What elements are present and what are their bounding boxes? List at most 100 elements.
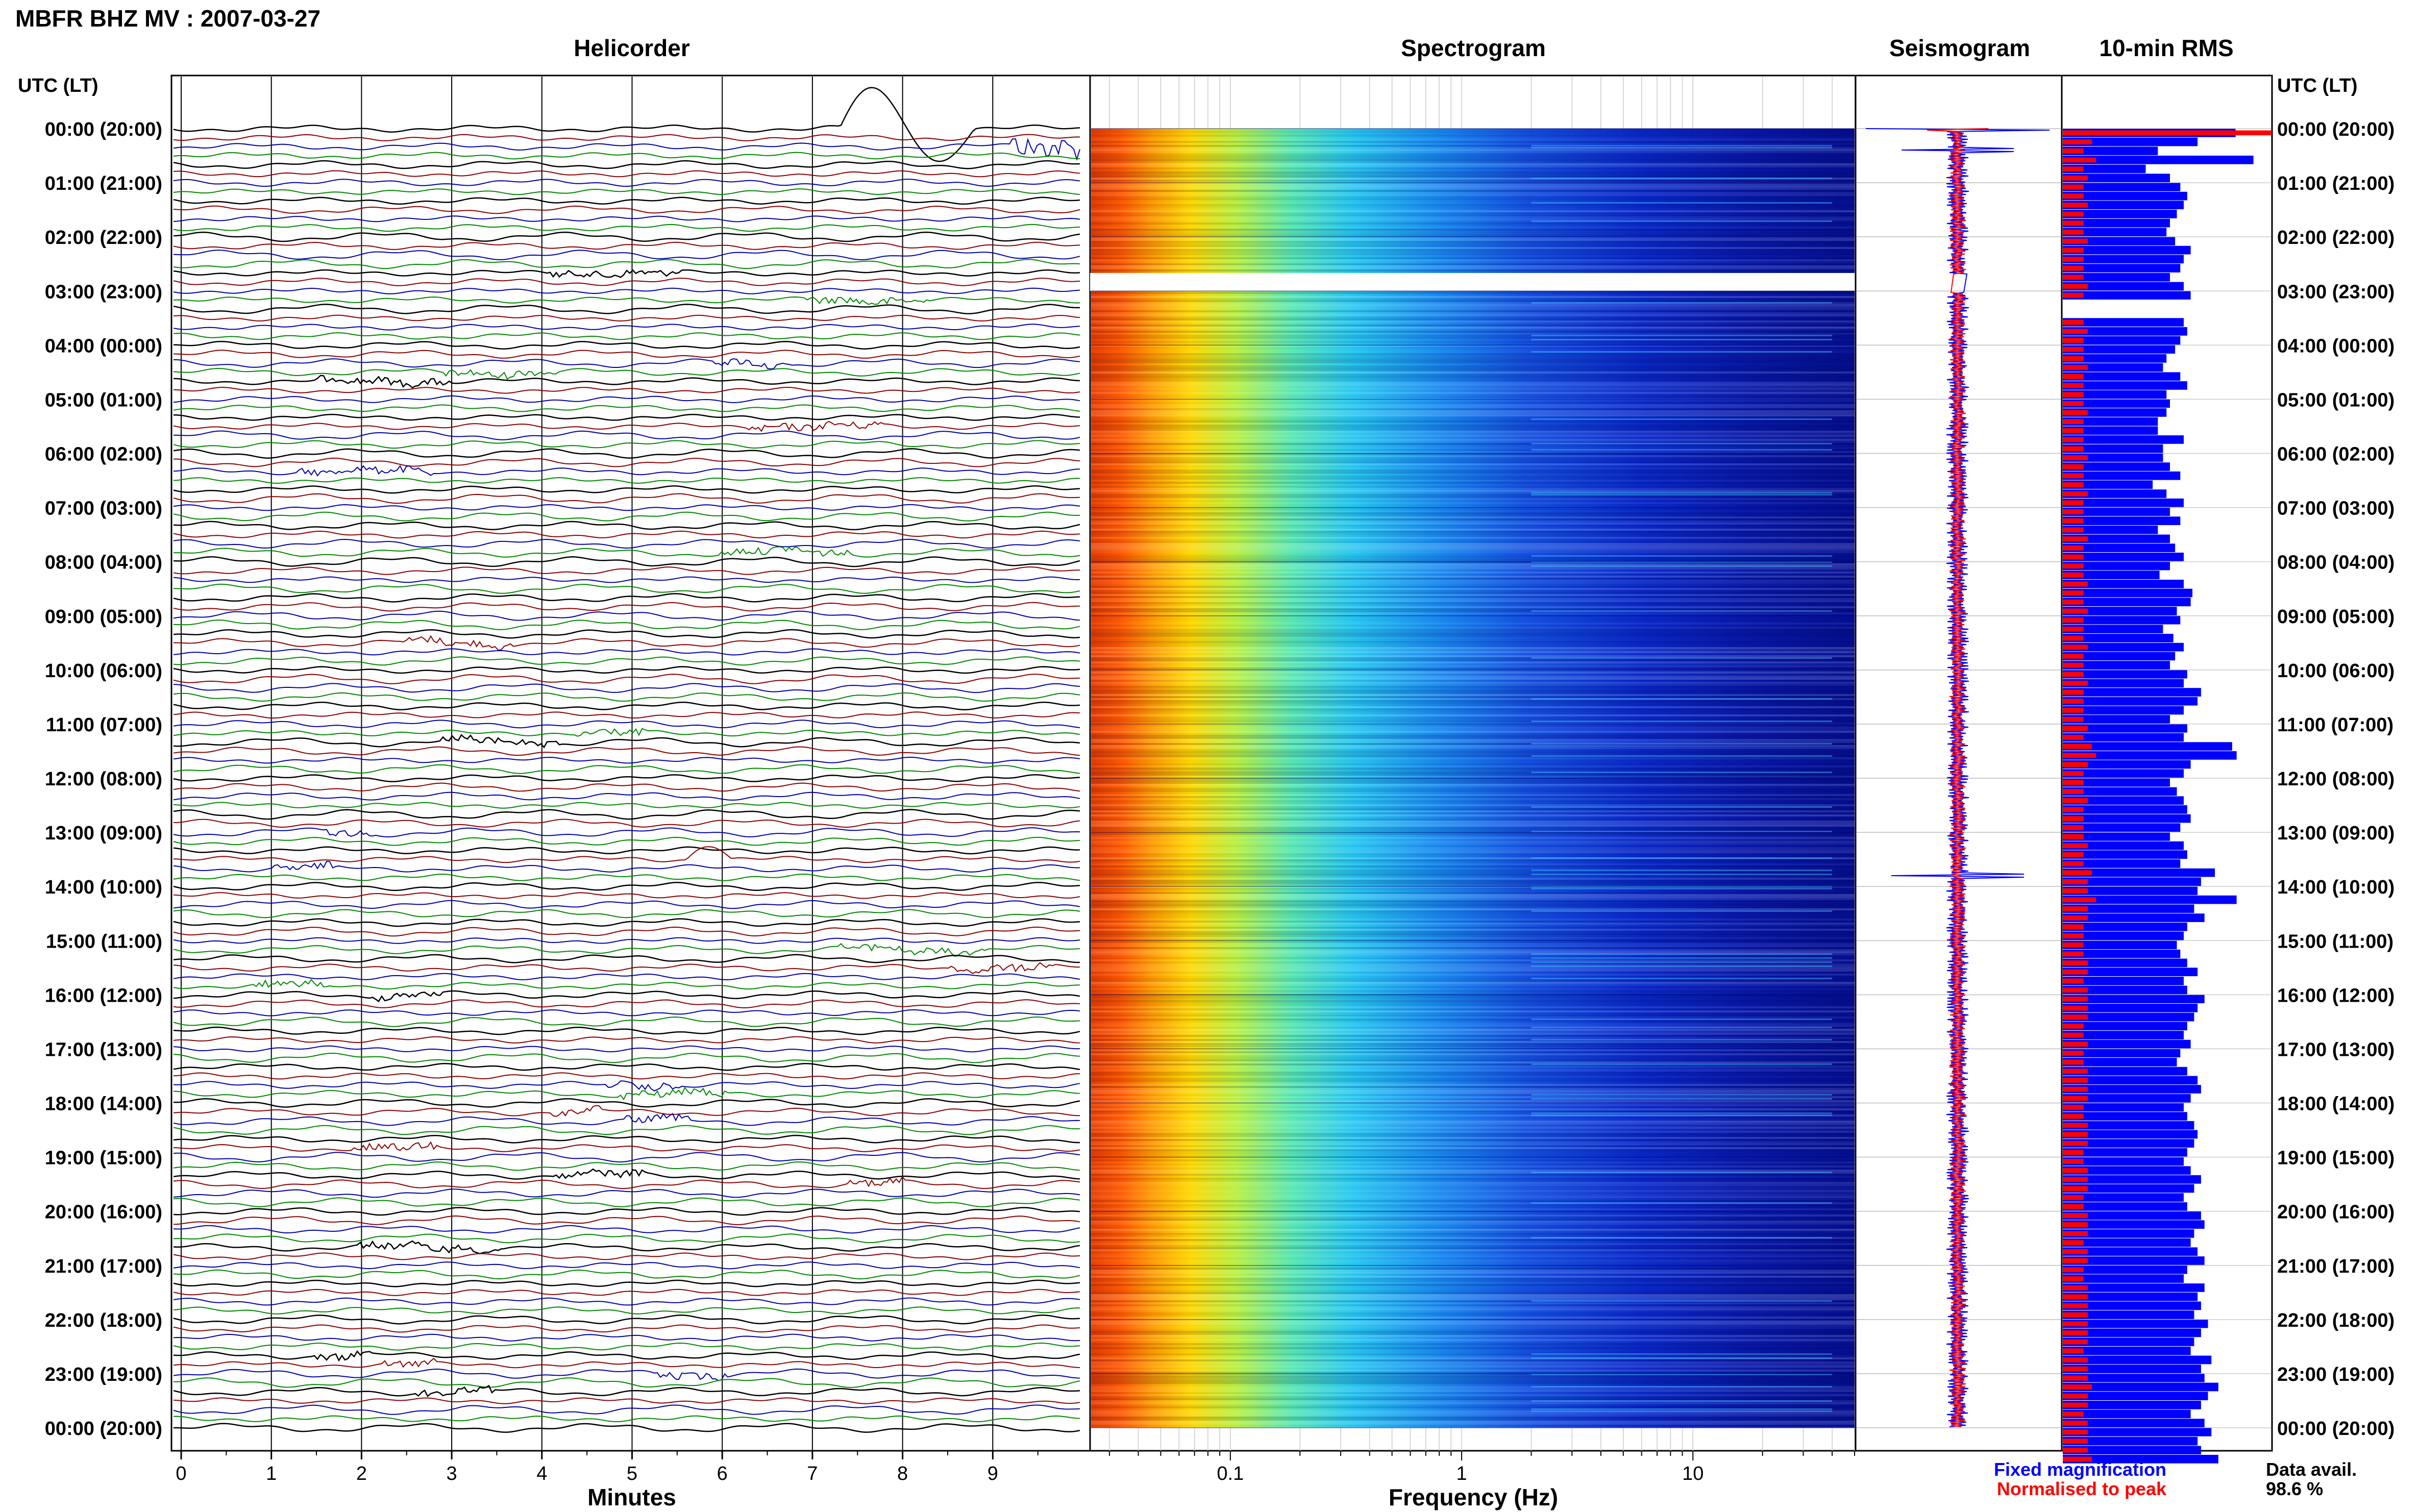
- spectrogram-row-texture: [1091, 212, 1855, 214]
- spectrogram-row-texture: [1091, 135, 1855, 137]
- spectrogram-row-texture: [1091, 629, 1855, 631]
- spectrogram-row-texture: [1091, 390, 1855, 392]
- spectrogram-row-texture: [1091, 455, 1855, 457]
- helicorder-trace: [173, 332, 1080, 340]
- rms-bar-normalised: [2063, 1096, 2088, 1101]
- rms-bar-fixed: [2063, 850, 2187, 859]
- rms-bar-fixed: [2063, 543, 2176, 552]
- spectrogram-row-texture: [1091, 1372, 1855, 1374]
- helicorder-trace: [173, 576, 1080, 583]
- spectrogram-band-streak: [1531, 657, 1833, 659]
- helicorder-tick-label: 7: [807, 1463, 818, 1484]
- time-label-right: 21:00 (17:00): [2277, 1256, 2395, 1277]
- spectrogram-row-texture: [1091, 1349, 1855, 1351]
- spectrogram-row-texture: [1091, 435, 1855, 437]
- helicorder-trace: [173, 809, 1080, 820]
- spectrogram-row-texture: [1091, 796, 1855, 798]
- spectrogram-row-texture: [1091, 159, 1855, 161]
- spectrogram-row-texture: [1091, 914, 1855, 916]
- spectrogram-row-texture: [1091, 157, 1855, 159]
- spectrogram-row-texture: [1091, 637, 1855, 639]
- rms-bar-fixed: [2063, 1229, 2194, 1238]
- spectrogram-band-streak: [1531, 978, 1833, 979]
- rms-bar-fixed: [2063, 156, 2254, 164]
- spectrogram-row-texture: [1091, 665, 1855, 667]
- spectrogram-band-streak: [1531, 1063, 1833, 1065]
- spectrogram-row-texture: [1091, 1039, 1855, 1041]
- rms-bar-normalised: [2063, 771, 2084, 776]
- rms-bar-normalised: [2063, 987, 2088, 993]
- spectrogram-row-texture: [1091, 1078, 1855, 1080]
- spectrogram-row-texture: [1091, 547, 1855, 549]
- spectrogram-row-texture: [1091, 592, 1855, 594]
- helicorder-trace: [173, 882, 1080, 891]
- time-label-right: 12:00 (08:00): [2277, 769, 2395, 790]
- spectrogram-row-texture: [1091, 1163, 1855, 1166]
- spectrogram-row-texture: [1091, 1257, 1855, 1259]
- rms-bar-fixed: [2063, 724, 2187, 733]
- spectrogram-row-texture: [1091, 153, 1855, 155]
- spectrogram-row-texture: [1091, 1088, 1855, 1090]
- spectrogram-row-texture: [1091, 837, 1855, 839]
- rms-bar-normalised: [2063, 960, 2088, 965]
- rms-bar-fixed: [2063, 255, 2184, 264]
- rms-bar-fixed: [2063, 1076, 2198, 1085]
- spectrogram-row-texture: [1091, 857, 1855, 859]
- spectrogram-row-texture: [1091, 1288, 1855, 1290]
- rms-bar-fixed: [2063, 237, 2176, 245]
- rms-bar-normalised: [2063, 1339, 2088, 1345]
- rms-bar-normalised: [2063, 275, 2084, 280]
- spectrogram-row-texture: [1091, 974, 1855, 976]
- rms-bar-fixed: [2063, 931, 2184, 940]
- helicorder-trace: [173, 520, 1080, 531]
- spectrogram-row-texture: [1091, 725, 1855, 727]
- spectrogram-row-texture: [1091, 708, 1855, 710]
- rms-bar-fixed: [2063, 336, 2181, 345]
- spectrogram-row-texture: [1091, 898, 1855, 900]
- rms-bar-normalised: [2063, 743, 2092, 749]
- spectrogram-row-texture: [1091, 894, 1855, 896]
- spectrogram-row-texture: [1091, 1386, 1855, 1388]
- rms-bar-fixed: [2063, 471, 2181, 480]
- spectrogram-row-texture: [1091, 210, 1855, 212]
- spectrogram-row-texture: [1091, 1184, 1855, 1186]
- spectrogram-row-texture: [1091, 1053, 1855, 1055]
- rms-bar-fixed: [2063, 1022, 2187, 1031]
- rms-bar-fixed: [2063, 516, 2181, 525]
- spectrogram-row-texture: [1091, 1302, 1855, 1304]
- rms-bar-fixed: [2063, 733, 2184, 742]
- spectrogram-row-texture: [1091, 1241, 1855, 1243]
- rms-bar-normalised: [2063, 1366, 2088, 1372]
- spectrogram-band-streak: [1531, 202, 1833, 204]
- spectrogram-row-texture: [1091, 823, 1855, 825]
- helicorder-tick-label: 9: [988, 1463, 998, 1484]
- spectrogram-row-texture: [1091, 933, 1855, 935]
- helicorder-trace: [173, 504, 1080, 511]
- spectrogram-row-texture: [1091, 516, 1855, 518]
- spectrogram-row-texture: [1091, 1261, 1855, 1263]
- rms-bar-fixed: [2063, 715, 2170, 724]
- rms-bar-fixed: [2063, 886, 2198, 895]
- rms-bar-normalised: [2063, 1204, 2084, 1209]
- spectrogram-row-texture: [1091, 451, 1855, 453]
- rms-bar-fixed: [2063, 1031, 2184, 1039]
- helicorder-trace: [173, 827, 1080, 838]
- spectrogram-row-texture: [1091, 535, 1855, 537]
- spectrogram-row-texture: [1091, 657, 1855, 659]
- spectrogram-row-texture: [1091, 488, 1855, 490]
- spectrogram-row-texture: [1091, 647, 1855, 649]
- helicorder-trace: [173, 1252, 1080, 1260]
- spectrogram-row-texture: [1091, 688, 1855, 690]
- spectrogram-row-texture: [1091, 659, 1855, 661]
- spectrogram-row-texture: [1091, 900, 1855, 902]
- spectrogram-row-texture: [1091, 841, 1855, 843]
- spectrogram-row-texture: [1091, 1421, 1855, 1423]
- helicorder-trace: [173, 420, 1080, 432]
- rms-bar-normalised: [2063, 708, 2084, 713]
- rms-bar-fixed: [2063, 218, 2170, 228]
- time-label-right: 22:00 (18:00): [2277, 1310, 2395, 1331]
- spectrogram-row-texture: [1091, 608, 1855, 610]
- spectrogram-row-texture: [1091, 1031, 1855, 1033]
- spectrogram-row-texture: [1091, 670, 1855, 672]
- helicorder-tick-label: 2: [356, 1463, 367, 1484]
